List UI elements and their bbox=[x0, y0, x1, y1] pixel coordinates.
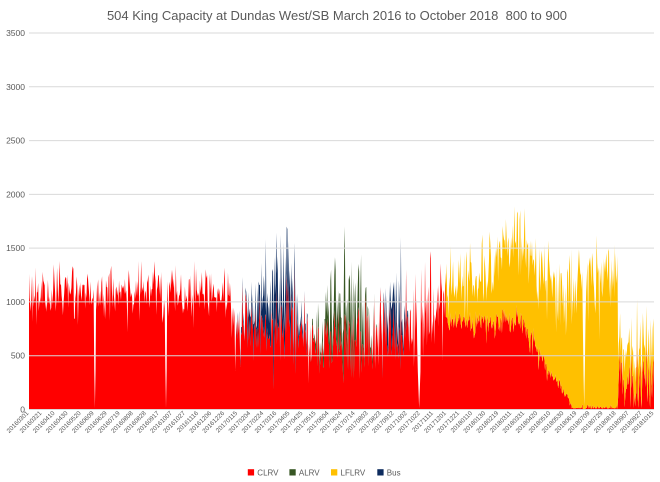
svg-text:1500: 1500 bbox=[6, 243, 25, 253]
svg-text:3500: 3500 bbox=[6, 28, 25, 38]
svg-text:2000: 2000 bbox=[6, 189, 25, 199]
svg-text:2500: 2500 bbox=[6, 136, 25, 146]
svg-text:Bus: Bus bbox=[387, 469, 401, 478]
svg-text:ALRV: ALRV bbox=[299, 469, 320, 478]
svg-text:LFLRV: LFLRV bbox=[341, 469, 366, 478]
svg-text:1000: 1000 bbox=[6, 297, 25, 307]
svg-text:CLRV: CLRV bbox=[257, 469, 279, 478]
svg-text:3000: 3000 bbox=[6, 82, 25, 92]
svg-text:500: 500 bbox=[11, 351, 25, 361]
